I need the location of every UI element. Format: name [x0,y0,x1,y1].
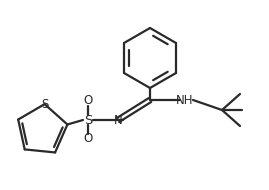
Text: N: N [114,113,122,127]
Text: O: O [83,132,93,146]
Text: S: S [41,98,48,111]
Text: NH: NH [176,93,194,107]
Text: O: O [83,94,93,108]
Text: S: S [84,113,92,127]
